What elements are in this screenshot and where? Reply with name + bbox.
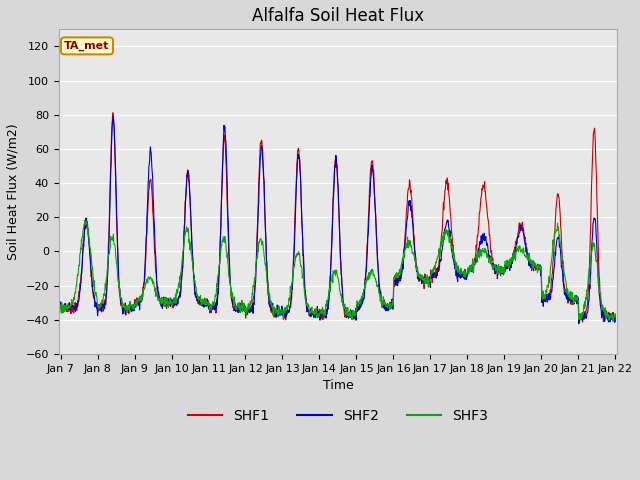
Line: SHF2: SHF2 [61, 116, 615, 324]
SHF2 [497, 271, 505, 277]
Line: SHF3: SHF3 [61, 220, 615, 321]
SHF2 [243, 310, 250, 316]
SHF2 [611, 312, 619, 318]
Title: Alfalfa Soil Heat Flux: Alfalfa Soil Heat Flux [252, 7, 424, 25]
Legend: SHF1, SHF2, SHF3: SHF1, SHF2, SHF3 [182, 403, 494, 428]
SHF1 [424, 281, 432, 287]
SHF2 [424, 276, 432, 282]
SHF2 [109, 113, 117, 119]
SHF3 [243, 312, 250, 317]
SHF2 [546, 297, 554, 302]
SHF3 [167, 301, 175, 307]
SHF2 [180, 223, 188, 229]
SHF3 [180, 235, 188, 241]
SHF3 [497, 266, 505, 272]
SHF1 [579, 319, 586, 325]
Text: TA_met: TA_met [64, 41, 109, 51]
SHF1 [243, 307, 250, 313]
X-axis label: Time: Time [323, 379, 353, 392]
SHF3 [611, 311, 619, 317]
SHF1 [546, 292, 554, 298]
SHF3 [57, 302, 65, 308]
SHF3 [81, 217, 89, 223]
SHF1 [109, 110, 117, 116]
SHF2 [575, 321, 582, 326]
SHF1 [57, 300, 65, 306]
SHF2 [167, 296, 175, 301]
SHF1 [611, 313, 619, 319]
SHF1 [167, 303, 175, 309]
SHF3 [424, 284, 432, 290]
Line: SHF1: SHF1 [61, 113, 615, 322]
Y-axis label: Soil Heat Flux (W/m2): Soil Heat Flux (W/m2) [7, 123, 20, 260]
SHF1 [497, 269, 505, 275]
SHF3 [546, 276, 554, 282]
SHF1 [180, 226, 188, 232]
SHF3 [609, 318, 617, 324]
SHF2 [57, 299, 65, 305]
